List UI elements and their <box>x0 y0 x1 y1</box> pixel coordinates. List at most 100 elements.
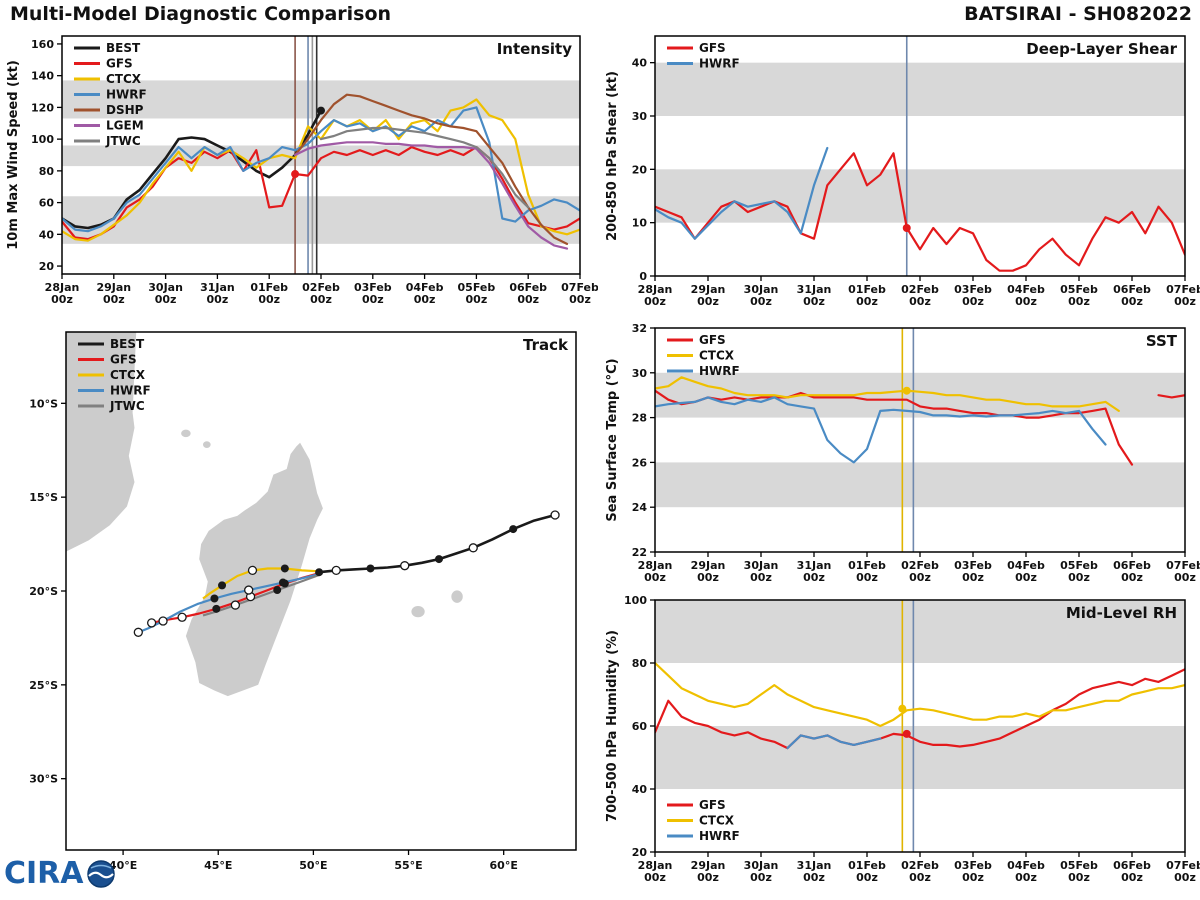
track-point-filled <box>278 578 287 587</box>
svg-text:00z: 00z <box>155 293 177 306</box>
svg-text:02Feb: 02Feb <box>901 559 939 572</box>
rh-chart: 28Jan00z29Jan00z30Jan00z31Jan00z01Feb00z… <box>605 594 1200 884</box>
svg-text:03Feb: 03Feb <box>354 281 392 294</box>
svg-text:100: 100 <box>31 133 54 146</box>
track-point-open <box>244 585 254 595</box>
legend-label-GFS: GFS <box>106 57 133 71</box>
svg-text:07Feb: 07Feb <box>1166 559 1200 572</box>
intensity-chart: 28Jan00z29Jan00z30Jan00z31Jan00z01Feb00z… <box>6 35 598 306</box>
svg-text:29Jan: 29Jan <box>691 859 726 872</box>
svg-text:40: 40 <box>632 783 648 796</box>
svg-text:28Jan: 28Jan <box>638 283 673 296</box>
legend-label-DSHP: DSHP <box>106 103 144 117</box>
track-point-filled <box>273 586 282 595</box>
svg-text:28Jan: 28Jan <box>45 281 80 294</box>
svg-text:00z: 00z <box>1174 571 1196 584</box>
svg-text:07Feb: 07Feb <box>561 281 598 294</box>
svg-text:00z: 00z <box>517 293 539 306</box>
svg-text:29Jan: 29Jan <box>691 559 726 572</box>
svg-text:60: 60 <box>39 197 55 210</box>
shaded-band <box>62 196 580 244</box>
svg-text:01Feb: 01Feb <box>250 281 288 294</box>
svg-text:06Feb: 06Feb <box>509 281 547 294</box>
svg-text:26: 26 <box>632 456 648 469</box>
svg-text:25°S: 25°S <box>29 679 58 692</box>
track-point-filled <box>366 564 375 573</box>
legend-label-JTWC: JTWC <box>109 399 145 413</box>
rh-series-CTCX <box>655 661 1185 728</box>
cira-logo-text: CIRA <box>4 856 84 891</box>
track-point-open <box>400 561 410 571</box>
svg-text:10°S: 10°S <box>29 397 58 410</box>
svg-text:28Jan: 28Jan <box>638 559 673 572</box>
svg-text:00z: 00z <box>697 871 719 884</box>
svg-text:00z: 00z <box>1015 871 1037 884</box>
svg-text:00z: 00z <box>1068 871 1090 884</box>
svg-text:04Feb: 04Feb <box>1007 859 1045 872</box>
intensity-marker-BEST <box>317 106 325 115</box>
legend-label-LGEM: LGEM <box>106 119 144 133</box>
legend-label-CTCX: CTCX <box>699 814 735 828</box>
svg-text:31Jan: 31Jan <box>797 559 832 572</box>
svg-text:30Jan: 30Jan <box>148 281 183 294</box>
svg-text:60°E: 60°E <box>490 859 518 872</box>
svg-text:0: 0 <box>639 270 647 283</box>
shear-chart: 28Jan00z29Jan00z30Jan00z31Jan00z01Feb00z… <box>605 35 1200 308</box>
svg-text:00z: 00z <box>750 295 772 308</box>
rh-series-GFS <box>655 668 1185 750</box>
svg-text:00z: 00z <box>466 293 488 306</box>
shaded-band <box>655 169 1185 223</box>
legend-label-JTWC: JTWC <box>105 134 141 148</box>
y-axis-label: Sea Surface Temp (°C) <box>605 358 620 521</box>
svg-text:20°S: 20°S <box>29 585 58 598</box>
svg-text:02Feb: 02Feb <box>901 859 939 872</box>
svg-text:30Jan: 30Jan <box>744 559 779 572</box>
svg-text:01Feb: 01Feb <box>848 559 886 572</box>
svg-text:00z: 00z <box>644 571 666 584</box>
svg-text:10: 10 <box>632 217 648 230</box>
legend-label-CTCX: CTCX <box>106 72 142 86</box>
svg-text:00z: 00z <box>1174 295 1196 308</box>
track-point-filled <box>315 568 324 577</box>
track-point-open <box>177 612 187 622</box>
svg-text:01Feb: 01Feb <box>848 859 886 872</box>
intensity-series-JTWC <box>319 126 530 209</box>
panel-title: Mid-Level RH <box>1066 604 1177 622</box>
intensity-series-HWRF <box>62 106 580 233</box>
svg-text:60: 60 <box>632 720 648 733</box>
legend-label-BEST: BEST <box>106 41 141 55</box>
svg-text:04Feb: 04Feb <box>1007 559 1045 572</box>
panel-title: Deep-Layer Shear <box>1026 40 1177 58</box>
globe-icon <box>86 859 115 888</box>
svg-text:120: 120 <box>31 101 54 114</box>
svg-text:40°E: 40°E <box>109 859 137 872</box>
svg-text:00z: 00z <box>207 293 229 306</box>
track-point-filled <box>210 594 219 603</box>
svg-text:00z: 00z <box>569 293 591 306</box>
svg-text:31Jan: 31Jan <box>797 283 832 296</box>
track-point-open <box>550 510 560 520</box>
track-point-filled <box>280 564 289 573</box>
legend-label-HWRF: HWRF <box>106 88 147 102</box>
island <box>203 441 211 448</box>
rh-marker-GFS <box>902 729 911 738</box>
svg-text:04Feb: 04Feb <box>1007 283 1045 296</box>
intensity-series-LGEM <box>294 141 569 250</box>
storm-title: BATSIRAI - SH082022 <box>964 3 1192 25</box>
svg-text:00z: 00z <box>414 293 436 306</box>
svg-text:05Feb: 05Feb <box>1060 559 1098 572</box>
svg-text:31Jan: 31Jan <box>200 281 235 294</box>
main-title: Multi-Model Diagnostic Comparison <box>10 3 392 25</box>
track-point-filled <box>509 525 518 534</box>
svg-text:00z: 00z <box>258 293 280 306</box>
legend-label-CTCX: CTCX <box>110 368 146 382</box>
svg-text:00z: 00z <box>51 293 73 306</box>
svg-text:50°E: 50°E <box>299 859 327 872</box>
svg-text:30Jan: 30Jan <box>744 859 779 872</box>
svg-text:07Feb: 07Feb <box>1166 283 1200 296</box>
track-point-open <box>133 627 143 637</box>
track-point-open <box>247 565 258 576</box>
svg-text:02Feb: 02Feb <box>901 283 939 296</box>
svg-text:40: 40 <box>39 228 55 241</box>
legend-label-HWRF: HWRF <box>699 57 740 71</box>
